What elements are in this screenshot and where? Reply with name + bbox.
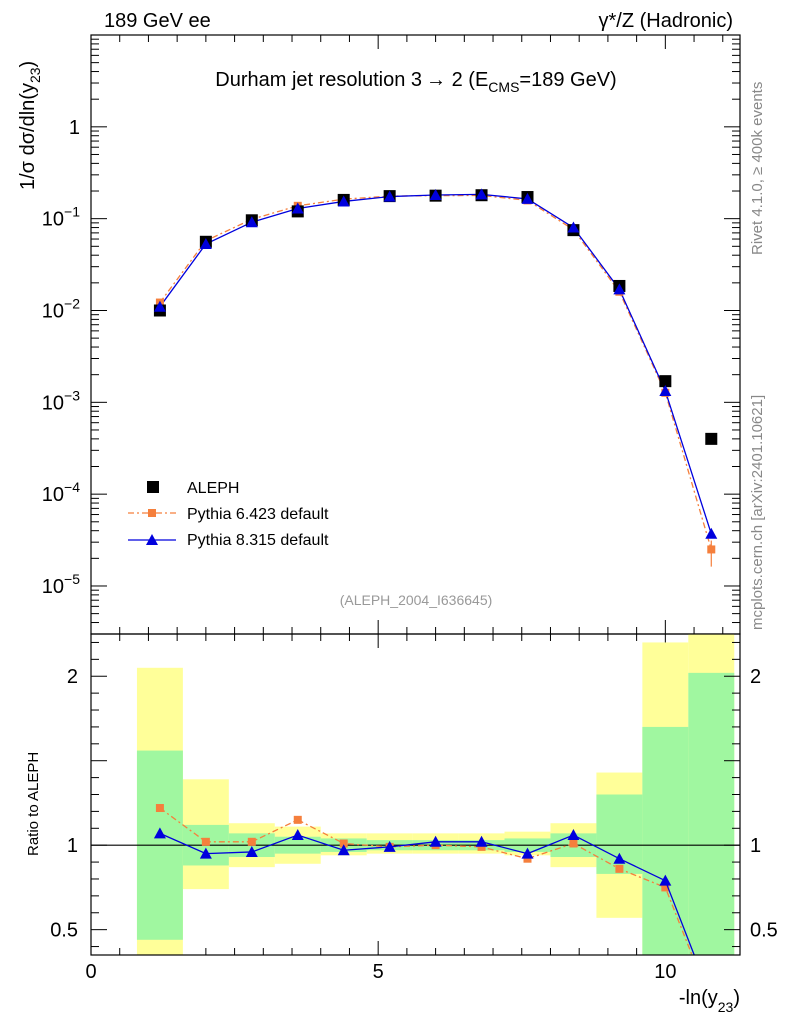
point-pythia8	[659, 384, 672, 396]
y-axis-label: 1/σ dσ/dln(y23)	[17, 61, 43, 190]
y-tick-label: 10−3	[42, 387, 80, 414]
point-pythia8	[613, 283, 626, 295]
ratio-point-pythia8	[475, 835, 488, 847]
ratio-band-stat	[688, 672, 735, 955]
ratio-point-pythia6	[523, 854, 532, 863]
header-beam-label: 189 GeV ee	[104, 10, 211, 32]
point-pythia8	[245, 216, 258, 228]
y-tick-label: 10−1	[42, 204, 80, 231]
point-pythia8	[475, 188, 488, 200]
ratio-point-pythia6	[339, 839, 348, 848]
ratio-tick-label-left: 2	[67, 666, 78, 688]
legend-aleph-label: ALEPH	[187, 480, 239, 497]
ratio-point-pythia6	[615, 864, 624, 873]
point-pythia8	[705, 527, 718, 539]
legend: ALEPH Pythia 6.423 default Pythia 8.315 …	[128, 480, 329, 549]
main-series-group	[153, 188, 718, 567]
ratio-point-pythia6	[661, 883, 670, 892]
legend-pythia8-label: Pythia 8.315 default	[187, 532, 329, 549]
point-pythia8	[521, 192, 534, 204]
point-pythia8	[567, 221, 580, 233]
x-tick-label: 5	[373, 961, 384, 983]
ratio-point-pythia8	[337, 844, 350, 856]
y-tick-label: 10−2	[42, 295, 80, 322]
ratio-point-pythia8	[291, 829, 304, 841]
ratio-plot: 0 5 10 0.5 0.5 1 1 2 2	[50, 633, 778, 983]
ratio-point-pythia6	[247, 837, 256, 846]
legend-pythia8-marker	[146, 534, 158, 545]
point-pythia8	[153, 300, 166, 312]
ratio-tick-label-left: 1	[67, 835, 78, 857]
mcplots-label: mcplots.cern.ch [arXiv:2401.10621]	[749, 395, 766, 630]
ratio-point-pythia8	[659, 874, 672, 886]
ratio-point-pythia6	[477, 842, 486, 851]
line-pythia8	[159, 193, 712, 535]
ratio-point-pythia8	[383, 840, 396, 852]
point-aleph	[705, 432, 718, 445]
ratio-point-pythia6	[293, 815, 302, 824]
y-tick-label: 1	[69, 117, 80, 139]
ratio-point-pythia8	[429, 835, 442, 847]
rivet-version-label: Rivet 4.1.0, ≥ 400k events	[749, 82, 766, 255]
point-pythia8	[337, 195, 350, 207]
x-axis-label: -ln(y23)	[679, 987, 740, 1015]
ratio-tick-label-right: 0.5	[750, 920, 778, 942]
ratio-tick-label-right: 1	[750, 835, 761, 857]
ratio-point-pythia6	[201, 837, 210, 846]
ratio-band-stat	[642, 726, 689, 955]
ratio-point-pythia8	[199, 847, 212, 859]
ratio-point-pythia6	[569, 839, 578, 848]
ratio-point-pythia8	[567, 829, 580, 841]
x-tick-label: 0	[85, 961, 96, 983]
legend-pythia6-label: Pythia 6.423 default	[187, 506, 329, 523]
point-pythia8	[291, 202, 304, 214]
legend-pythia6-marker	[148, 509, 156, 517]
ratio-y-axis-label: Ratio to ALEPH	[25, 752, 42, 856]
point-aleph	[659, 375, 672, 388]
ratio-series-group	[153, 804, 695, 955]
chart-title: Durham jet resolution 3 → 2 (ECMS=189 GeV…	[215, 69, 616, 95]
ratio-point-pythia6	[155, 804, 164, 813]
x-tick-label: 10	[654, 961, 676, 983]
ratio-point-pythia8	[245, 845, 258, 857]
ratio-point-pythia8	[613, 852, 626, 864]
y-tick-label: 10−4	[42, 479, 80, 506]
ratio-tick-label-right: 2	[750, 666, 761, 688]
point-pythia8	[383, 190, 396, 202]
legend-aleph-marker	[147, 481, 159, 493]
point-pythia8	[429, 188, 442, 200]
ratio-tick-label-left: 0.5	[50, 920, 78, 942]
main-plot: 10−5 10−4 10−3 10−2 10−1 1	[42, 34, 741, 955]
ratio-point-pythia8	[153, 827, 166, 839]
point-pythia8	[199, 237, 212, 249]
analysis-id-label: (ALEPH_2004_I636645)	[340, 592, 493, 608]
ratio-point-pythia8	[521, 847, 534, 859]
y-tick-label: 10−5	[42, 571, 80, 598]
header-process-label: γ*/Z (Hadronic)	[599, 10, 733, 32]
line-pythia6	[159, 194, 712, 550]
